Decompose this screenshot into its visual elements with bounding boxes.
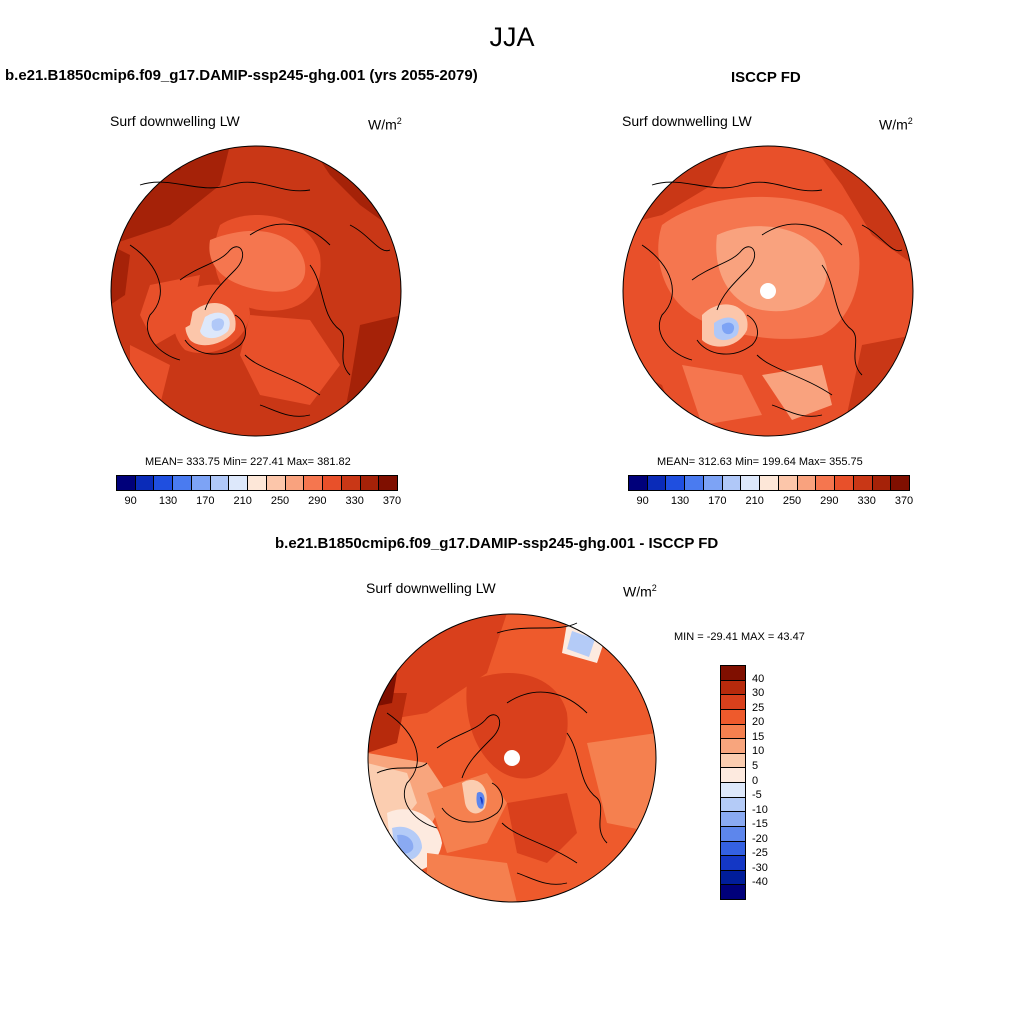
colorbar-tick-label: 90 <box>636 495 649 507</box>
colorbar-tick-label: 25 <box>752 701 765 714</box>
colorbar-swatch <box>721 826 745 842</box>
colorbar-tick-label: 90 <box>124 495 137 507</box>
panel-1-units: W/m2 <box>368 116 402 133</box>
colorbar-swatch <box>778 476 798 490</box>
colorbar-swatch <box>666 476 686 490</box>
panel-3-stats: MIN = -29.41 MAX = 43.47 <box>674 631 805 643</box>
colorbar-swatch <box>360 476 380 490</box>
colorbar-tick-label: 250 <box>782 495 802 507</box>
panel-2-units: W/m2 <box>879 116 913 133</box>
panel-2-colorbar <box>628 475 910 491</box>
colorbar-tick-label: 210 <box>233 495 252 507</box>
colorbar-tick-label: 290 <box>308 495 327 507</box>
colorbar-swatch <box>266 476 286 490</box>
colorbar-tick-label: 330 <box>345 495 364 507</box>
colorbar-swatch <box>872 476 892 490</box>
colorbar-swatch <box>721 680 745 696</box>
colorbar-swatch <box>685 476 704 490</box>
colorbar-swatch <box>304 476 324 490</box>
panel-1-colorbar-ticks: 90 130 170 210 250 290 330 370 <box>116 495 402 509</box>
colorbar-tick-label: 370 <box>382 495 402 507</box>
panel-3-title: b.e21.B1850cmip6.f09_g17.DAMIP-ssp245-gh… <box>275 535 719 552</box>
panel-1-colorbar <box>116 475 398 491</box>
colorbar-swatch <box>741 476 761 490</box>
colorbar-swatch <box>210 476 230 490</box>
colorbar-swatch <box>721 812 745 827</box>
panel-2-polar-map <box>622 145 914 437</box>
colorbar-tick-label: 40 <box>752 672 765 685</box>
colorbar-tick-label: -15 <box>752 818 768 831</box>
colorbar-swatch <box>135 476 155 490</box>
colorbar-swatch <box>816 476 836 490</box>
colorbar-swatch <box>721 753 745 769</box>
main-title: JJA <box>489 22 535 52</box>
colorbar-tick-label: 0 <box>752 774 759 787</box>
colorbar-swatch <box>379 476 398 490</box>
colorbar-tick-label: -25 <box>752 847 768 860</box>
colorbar-tick-label: 130 <box>670 495 690 507</box>
colorbar-tick-label: 170 <box>196 495 215 507</box>
colorbar-swatch <box>721 709 745 725</box>
panel-3-colorbar <box>720 665 746 900</box>
colorbar-swatch <box>629 476 648 490</box>
colorbar-swatch <box>323 476 342 490</box>
panel-1-title: b.e21.B1850cmip6.f09_g17.DAMIP-ssp245-gh… <box>5 67 478 84</box>
colorbar-swatch <box>229 476 249 490</box>
colorbar-swatch <box>721 783 745 798</box>
colorbar-swatch <box>721 797 745 813</box>
colorbar-tick-label: -40 <box>752 876 768 889</box>
panel-2-stats: MEAN= 312.63 Min= 199.64 Max= 355.75 <box>657 456 863 468</box>
colorbar-tick-label: -20 <box>752 832 768 845</box>
colorbar-tick-label: 370 <box>894 495 914 507</box>
colorbar-swatch <box>721 885 745 899</box>
colorbar-tick-label: 20 <box>752 716 765 729</box>
colorbar-swatch <box>721 768 745 783</box>
colorbar-tick-label: 330 <box>857 495 876 507</box>
colorbar-swatch <box>797 476 817 490</box>
panel-1-stats: MEAN= 333.75 Min= 227.41 Max= 381.82 <box>145 456 351 468</box>
panel-3-field-label: Surf downwelling LW <box>366 580 496 596</box>
colorbar-swatch <box>117 476 136 490</box>
colorbar-swatch <box>647 476 667 490</box>
colorbar-tick-label: 170 <box>708 495 727 507</box>
colorbar-tick-label: -10 <box>752 803 768 816</box>
panel-2-colorbar-ticks: 90 130 170 210 250 290 330 370 <box>628 495 914 509</box>
panel-3-polar-map <box>367 613 657 903</box>
panel-1-field-label: Surf downwelling LW <box>110 113 240 129</box>
panel-3-units: W/m2 <box>623 583 657 600</box>
colorbar-tick-label: -30 <box>752 861 768 874</box>
colorbar-swatch <box>721 724 745 740</box>
colorbar-swatch <box>721 856 745 871</box>
colorbar-swatch <box>853 476 873 490</box>
colorbar-tick-label: 250 <box>270 495 290 507</box>
colorbar-swatch <box>835 476 854 490</box>
panel-2-field-label: Surf downwelling LW <box>622 113 752 129</box>
colorbar-swatch <box>285 476 305 490</box>
colorbar-tick-label: 290 <box>820 495 839 507</box>
colorbar-swatch <box>154 476 174 490</box>
colorbar-tick-label: 10 <box>752 745 765 758</box>
colorbar-tick-label: 30 <box>752 687 765 700</box>
colorbar-swatch <box>191 476 211 490</box>
colorbar-swatch <box>721 870 745 886</box>
colorbar-swatch <box>721 695 745 710</box>
colorbar-swatch <box>721 841 745 857</box>
panel-2-title: ISCCP FD <box>731 69 801 86</box>
panel-1-polar-map <box>110 145 402 437</box>
colorbar-swatch <box>703 476 723 490</box>
colorbar-swatch <box>721 666 745 681</box>
colorbar-swatch <box>173 476 192 490</box>
colorbar-tick-label: 130 <box>158 495 178 507</box>
panel-3-colorbar-ticks: 40 30 25 20 15 10 5 0 -5 -10 -15 -20 -25 -30 -40 <box>752 665 792 898</box>
colorbar-tick-label: -5 <box>752 789 762 802</box>
colorbar-tick-label: 210 <box>745 495 764 507</box>
colorbar-tick-label: 15 <box>752 730 765 743</box>
colorbar-swatch <box>760 476 779 490</box>
colorbar-swatch <box>891 476 910 490</box>
colorbar-swatch <box>341 476 361 490</box>
colorbar-swatch <box>721 739 745 754</box>
colorbar-swatch <box>722 476 742 490</box>
colorbar-tick-label: 5 <box>752 759 759 772</box>
colorbar-swatch <box>248 476 267 490</box>
